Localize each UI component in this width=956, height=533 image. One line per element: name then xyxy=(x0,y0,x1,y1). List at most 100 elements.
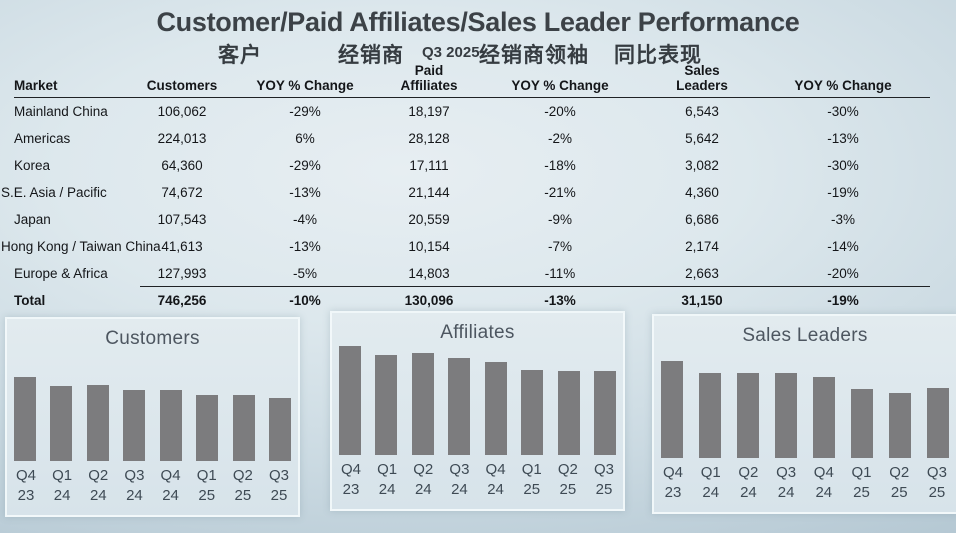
table-cell: -20% xyxy=(827,266,859,281)
table-cell: -13% xyxy=(289,239,321,254)
table-cell: 14,803 xyxy=(408,266,450,281)
table-cell: -11% xyxy=(544,266,576,281)
table-row: Europe & Africa 127,993 -5% 14,803 -11% 2,663… xyxy=(14,260,930,287)
category-label: Q2 25 xyxy=(232,466,253,504)
table-cell: 106,062 xyxy=(157,104,207,119)
market-cell: Americas xyxy=(14,131,71,146)
table-cell: 746,256 xyxy=(157,293,207,308)
category-label: Q3 24 xyxy=(776,463,797,501)
category-label: Q1 25 xyxy=(521,460,542,498)
table-cell: -19% xyxy=(827,293,859,308)
chart-panel-affiliates: Affiliates Q4 23 Q1 24 Q2 24 Q3 24 Q4 24 Q1 25 Q2 25 Q… xyxy=(330,311,625,511)
table-row: Total 746,256 -10% 130,096 -13% 31,150 -19% xyxy=(14,287,930,314)
slide-title: Customer/Paid Affiliates/Sales Leader Pe… xyxy=(156,7,800,37)
subtitle-affiliates-zh: 经销商 xyxy=(338,44,404,67)
table-cell: -30% xyxy=(827,104,859,119)
category-label: Q3 25 xyxy=(926,463,947,501)
category-label: Q4 24 xyxy=(485,460,506,498)
table-cell: -9% xyxy=(547,212,572,227)
category-label: Q3 25 xyxy=(593,460,614,498)
category-label: Q4 24 xyxy=(160,466,181,504)
chart-title: Affiliates xyxy=(440,322,515,343)
performance-table: Market Customers YOY % Change Paid Affiliate… xyxy=(1,60,930,314)
table-cell: 5,642 xyxy=(685,131,719,146)
table-row: Hong Kong / Taiwan China 41,613 -13% 10,154… xyxy=(1,233,930,260)
table-cell: 130,096 xyxy=(404,293,454,308)
category-label: Q1 25 xyxy=(196,466,217,504)
bar xyxy=(159,390,182,461)
table-column-header: YOY % Change xyxy=(794,78,892,94)
table-cell: -29% xyxy=(289,104,321,119)
table-cell: 10,154 xyxy=(408,239,450,254)
bar xyxy=(484,362,507,455)
chart-title: Sales Leaders xyxy=(742,325,868,346)
table-cell: -19% xyxy=(827,185,859,200)
table-cell: 17,111 xyxy=(409,158,449,173)
subtitle-customers-zh: 客户 xyxy=(218,44,262,67)
chart-bars xyxy=(339,346,616,455)
chart-bars xyxy=(661,361,949,458)
category-label: Q4 23 xyxy=(340,460,361,498)
bar xyxy=(557,371,580,455)
category-label: Q4 23 xyxy=(15,466,36,504)
chart-panel-sales-leaders: Sales Leaders Q4 23 Q1 24 Q2 24 Q3 24 Q4 24 Q1 25 Q2… xyxy=(652,314,956,514)
table-column-header: YOY % Change xyxy=(256,78,354,94)
table-column-header: Paid Affiliates xyxy=(400,62,458,94)
category-label: Q3 24 xyxy=(449,460,470,498)
category-label: Q1 24 xyxy=(700,463,721,501)
category-label: Q1 24 xyxy=(52,466,73,504)
bar xyxy=(86,385,109,461)
table-cell: 74,672 xyxy=(161,185,203,200)
bar xyxy=(268,398,291,461)
table-row: Korea 64,360 -29% 17,111 -18% 3,082 -30% xyxy=(14,152,930,179)
table-cell: 18,197 xyxy=(408,104,450,119)
category-label: Q2 24 xyxy=(738,463,759,501)
bar xyxy=(699,373,721,458)
bar xyxy=(775,373,797,458)
table-cell: 31,150 xyxy=(681,293,723,308)
category-label: Q2 24 xyxy=(88,466,109,504)
table-cell: 3,082 xyxy=(685,158,719,173)
table-cell: -10% xyxy=(289,293,321,308)
table-cell: -18% xyxy=(544,158,576,173)
bar xyxy=(50,386,73,461)
table-body: Mainland China 106,062 -29% 18,197 -20% 6,543… xyxy=(1,98,930,314)
bar xyxy=(339,346,361,455)
table-cell: 6,686 xyxy=(685,212,719,227)
bar xyxy=(927,388,949,458)
table-cell: -4% xyxy=(292,212,317,227)
bar xyxy=(375,355,398,455)
table-cell: -13% xyxy=(289,185,321,200)
bar xyxy=(232,395,255,461)
table-column-header: YOY % Change xyxy=(511,78,609,94)
category-label: Q1 24 xyxy=(377,460,398,498)
chart-bars xyxy=(14,377,291,461)
category-label: Q2 25 xyxy=(557,460,578,498)
subtitle-quarter-label: Q3 2025 xyxy=(422,44,480,61)
table-cell: -13% xyxy=(827,131,859,146)
bar xyxy=(737,373,759,458)
table-column-header: Market xyxy=(14,78,58,94)
table-cell: 2,174 xyxy=(685,239,719,254)
table-row: S.E. Asia / Pacific 74,672 -13% 21,144 -21% 4… xyxy=(1,179,930,206)
bar xyxy=(123,390,146,461)
table-cell: 224,013 xyxy=(157,131,207,146)
market-cell: Hong Kong / Taiwan China xyxy=(1,239,161,254)
bar xyxy=(448,358,471,455)
bar xyxy=(14,377,36,461)
table-cell: 28,128 xyxy=(408,131,450,146)
slide-subtitle: 客户 经销商 Q3 2025 经销商领袖 同比表现 xyxy=(0,39,956,67)
market-cell: Japan xyxy=(14,212,51,227)
table-cell: 4,360 xyxy=(685,185,719,200)
category-label: Q1 25 xyxy=(851,463,872,501)
table-column-header: Sales Leaders xyxy=(676,62,728,94)
category-label: Q4 24 xyxy=(813,463,834,501)
table-cell: 20,559 xyxy=(408,212,450,227)
category-label: Q3 24 xyxy=(124,466,145,504)
category-label: Q4 23 xyxy=(662,463,683,501)
table-cell: -14% xyxy=(827,239,859,254)
table-row: Mainland China 106,062 -29% 18,197 -20% 6,543… xyxy=(14,98,930,125)
market-cell: Mainland China xyxy=(14,104,108,119)
table-column-header: Customers xyxy=(146,78,218,94)
table-cell: 21,144 xyxy=(408,185,450,200)
